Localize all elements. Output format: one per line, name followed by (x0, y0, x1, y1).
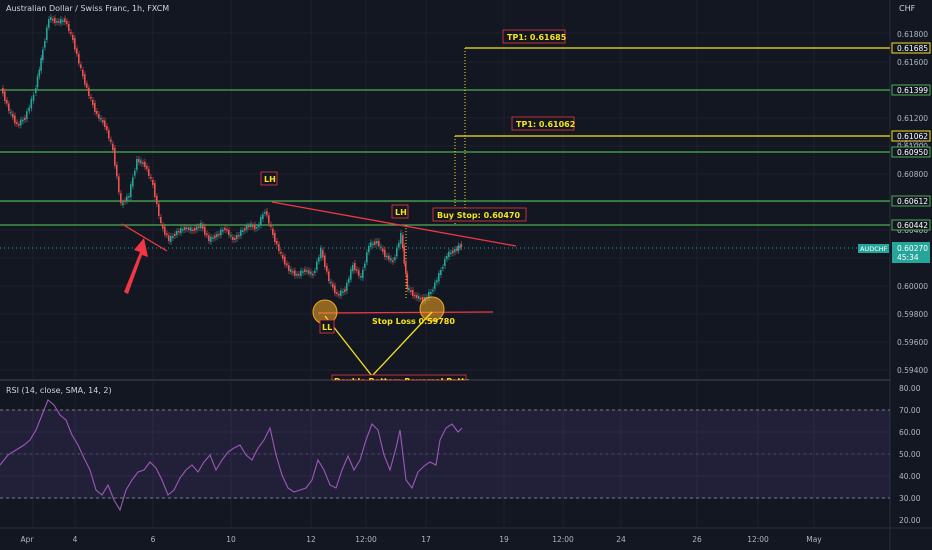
time-tick: 26 (692, 535, 702, 544)
time-tick: Apr (21, 535, 35, 544)
rsi-title[interactable]: RSI (14, close, SMA, 14, 2) (6, 386, 112, 395)
current-price: 0.60270 (897, 244, 928, 253)
lh1-label-box[interactable] (260, 171, 278, 186)
current-price-badge[interactable] (892, 242, 930, 263)
rsi-tick: 40.00 (899, 472, 921, 481)
price-tick: 0.59600 (897, 338, 928, 347)
time-tick: 12:00 (747, 535, 769, 544)
level-badge[interactable] (891, 42, 931, 54)
time-tick: 24 (616, 535, 626, 544)
red-arrow-icon[interactable] (124, 238, 148, 294)
tp1-low-label-box[interactable] (511, 116, 575, 131)
time-tick: 6 (151, 535, 156, 544)
pattern-label: Double Bottom Reversal Pattern (334, 377, 480, 386)
rsi-axis[interactable]: 80.00 70.00 60.00 50.00 40.00 30.00 20.00 (899, 384, 921, 525)
level-badge[interactable] (891, 195, 931, 207)
chart-title[interactable]: Australian Dollar / Swiss Franc, 1h, FXC… (6, 4, 170, 13)
lh2-label-box[interactable] (391, 204, 409, 219)
price-tick: 0.59800 (897, 310, 928, 319)
tp1-high-label: TP1: 0.61685 (507, 33, 567, 42)
stop-loss-label: Stop Loss 0.59780 (372, 317, 455, 326)
lh1-label: LH (264, 175, 276, 184)
pattern-label-box[interactable] (331, 374, 467, 381)
price-tick: 0.61200 (897, 114, 928, 123)
time-tick: May (806, 535, 822, 544)
level-badge[interactable] (891, 130, 931, 142)
rsi-tick: 60.00 (899, 428, 921, 437)
lh2-label: LH (395, 208, 407, 217)
level-badge[interactable] (891, 146, 931, 158)
price-tick: 0.59400 (897, 366, 928, 375)
left-trendline[interactable] (121, 223, 168, 252)
time-tick: 12:00 (552, 535, 574, 544)
level-badge[interactable] (891, 84, 931, 96)
rsi-tick: 70.00 (899, 406, 921, 415)
time-tick: 10 (226, 535, 236, 544)
bottom-circle-right[interactable] (419, 296, 445, 322)
symbol-name: AUDCHF (860, 245, 888, 253)
rsi-line[interactable] (0, 399, 463, 512)
symbol-name-badge[interactable] (858, 244, 889, 253)
rsi-tick: 30.00 (899, 494, 921, 503)
price-tick: 0.60800 (897, 170, 928, 179)
buy-stop-label-box[interactable] (432, 207, 527, 222)
price-tick: 0.60000 (897, 282, 928, 291)
rsi-tick: 50.00 (899, 450, 921, 459)
rsi-tick: 80.00 (899, 384, 921, 393)
stop-loss-line[interactable] (317, 311, 494, 314)
level-badge-value: 0.60442 (897, 221, 928, 230)
candlestick-series[interactable] (2, 14, 463, 305)
time-tick: 4 (73, 535, 78, 544)
price-tick: 0.61600 (897, 58, 928, 67)
price-tick: 0.61800 (897, 30, 928, 39)
time-tick: 12:00 (355, 535, 377, 544)
time-tick: 19 (499, 535, 509, 544)
level-lines[interactable] (0, 47, 890, 249)
time-axis[interactable]: Apr 4 6 10 12 12:00 17 19 12:00 24 26 12:00 May (21, 535, 823, 544)
level-badge-value: 0.61062 (897, 132, 928, 141)
currency-label: CHF (899, 4, 916, 13)
tp1-low-label: TP1: 0.61062 (516, 120, 575, 129)
tp1-high-label-box[interactable] (502, 29, 566, 44)
time-tick: 17 (421, 535, 431, 544)
level-badge-value: 0.60612 (897, 197, 928, 206)
candle-countdown: 45:34 (897, 253, 919, 262)
ll-label: LL (322, 323, 332, 332)
rsi-tick: 20.00 (899, 516, 921, 525)
level-badge-value: 0.61685 (897, 44, 928, 53)
descending-trendline[interactable] (271, 201, 517, 247)
ll-label-box[interactable] (319, 319, 335, 334)
price-axis-overlap-label: 0.61000 (897, 139, 926, 147)
level-badge[interactable] (891, 219, 931, 231)
time-tick: 12 (306, 535, 316, 544)
level-badge-value: 0.61399 (897, 86, 928, 95)
buy-stop-label: Buy Stop: 0.60470 (437, 211, 520, 220)
level-badge-value: 0.60950 (897, 148, 928, 157)
